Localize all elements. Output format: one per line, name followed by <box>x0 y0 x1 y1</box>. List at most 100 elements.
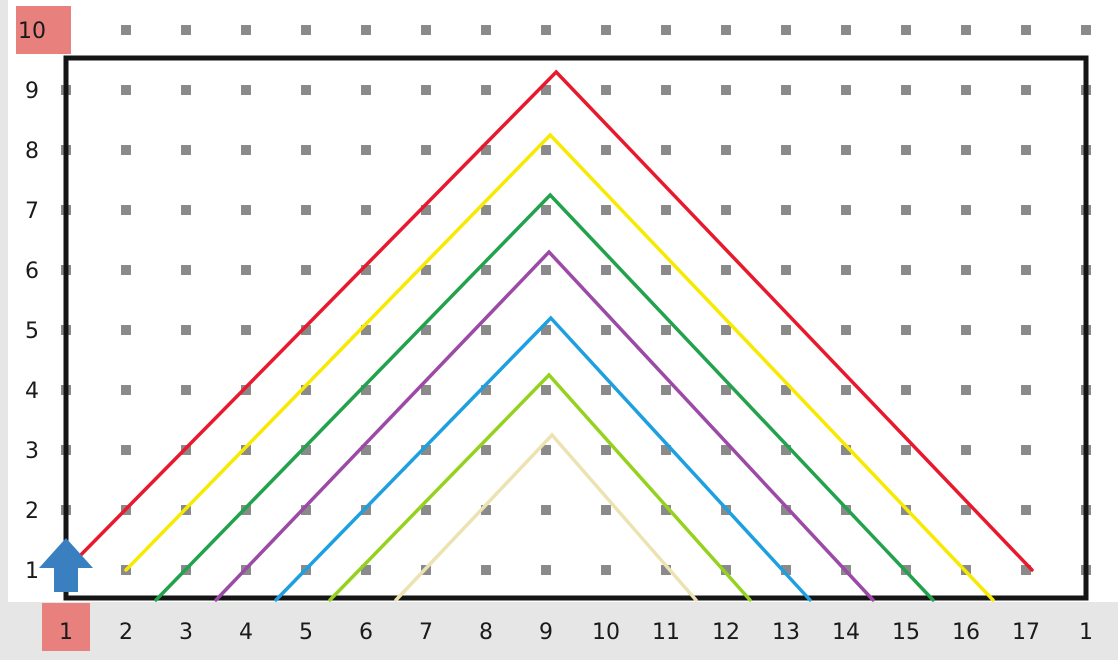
grid-dot <box>541 205 551 215</box>
grid-dot <box>901 325 911 335</box>
y-axis-label: 7 <box>25 199 39 224</box>
grid-dot <box>1021 385 1031 395</box>
grid-dot <box>841 265 851 275</box>
grid-dot <box>181 85 191 95</box>
grid-dot <box>121 385 131 395</box>
grid-dot <box>481 505 491 515</box>
robot-cursor[interactable] <box>39 538 93 592</box>
grid-dot <box>721 85 731 95</box>
grid-dot <box>181 265 191 275</box>
grid-dot <box>721 145 731 155</box>
grid-dot <box>241 145 251 155</box>
grid-dot <box>781 325 791 335</box>
grid-dot <box>241 385 251 395</box>
grid-dot <box>241 445 251 455</box>
x-axis-label: 11 <box>652 620 680 645</box>
y-axis-label: 10 <box>18 19 46 44</box>
grid-dot <box>421 265 431 275</box>
grid-dot <box>121 85 131 95</box>
grid-dot <box>421 385 431 395</box>
grid-dot <box>601 265 611 275</box>
grid-dot <box>1021 85 1031 95</box>
grid-dot <box>601 505 611 515</box>
x-axis-label: 15 <box>892 620 920 645</box>
grid-dot <box>181 205 191 215</box>
grid-dot <box>901 85 911 95</box>
grid-dot <box>781 505 791 515</box>
grid-dot <box>1081 25 1091 35</box>
workspace-frame <box>63 55 1089 601</box>
grid-dot <box>721 205 731 215</box>
grid-dot <box>901 205 911 215</box>
grid-dot <box>241 85 251 95</box>
grid-dot <box>841 205 851 215</box>
drawn-path <box>64 69 1034 572</box>
grid-dot <box>121 265 131 275</box>
grid-dot <box>121 325 131 335</box>
grid-dot <box>421 205 431 215</box>
grid-dot <box>1021 565 1031 575</box>
grid-dot <box>841 325 851 335</box>
grid-dot <box>361 265 371 275</box>
grid-dot <box>1021 445 1031 455</box>
grid-dot <box>541 25 551 35</box>
arrow-up-icon[interactable] <box>39 538 93 592</box>
grid-dot <box>481 385 491 395</box>
grid-dot <box>601 325 611 335</box>
x-axis-label: 3 <box>179 620 193 645</box>
bottom-gutter <box>0 602 1118 660</box>
grid-dot <box>361 25 371 35</box>
grid-dot <box>781 205 791 215</box>
grid-dot <box>1021 265 1031 275</box>
grid-dot <box>481 325 491 335</box>
grid-dot <box>961 145 971 155</box>
grid-dot <box>301 145 311 155</box>
grid-dot <box>241 325 251 335</box>
grid-dot <box>361 205 371 215</box>
grid-dot <box>661 85 671 95</box>
grid-dot <box>781 445 791 455</box>
y-axis-label: 5 <box>25 319 39 344</box>
grid-dot <box>421 505 431 515</box>
grid-dot <box>481 25 491 35</box>
x-axis-label: 2 <box>119 620 133 645</box>
grid-dot <box>601 25 611 35</box>
grid-dot <box>601 205 611 215</box>
grid-dot <box>901 445 911 455</box>
grid-dot <box>481 445 491 455</box>
drawn-path <box>328 372 752 602</box>
grid-dot <box>1021 25 1031 35</box>
grid-dot <box>601 445 611 455</box>
grid-dot <box>901 265 911 275</box>
grid-dot <box>961 25 971 35</box>
x-axis-label: 1 <box>1079 620 1093 645</box>
grid-dot <box>421 325 431 335</box>
grid-dot <box>961 85 971 95</box>
y-axis-label: 1 <box>25 559 39 584</box>
grid-dot <box>901 385 911 395</box>
y-axis-label: 3 <box>25 439 39 464</box>
drawn-path <box>214 249 875 602</box>
x-axis-label: 7 <box>419 620 433 645</box>
grid-dot <box>541 505 551 515</box>
x-axis-label: 9 <box>539 620 553 645</box>
grid-dot <box>1021 145 1031 155</box>
grid-dot <box>121 25 131 35</box>
grid-dot <box>481 265 491 275</box>
grid-dot <box>961 385 971 395</box>
x-axis-label: 16 <box>952 620 980 645</box>
grid-dot <box>181 325 191 335</box>
y-axis-highlight <box>16 6 71 54</box>
x-axis-label: 5 <box>299 620 313 645</box>
grid-dot <box>181 25 191 35</box>
grid-dot <box>661 445 671 455</box>
x-axis-label: 8 <box>479 620 493 645</box>
y-axis-label: 8 <box>25 139 39 164</box>
grid-dot <box>781 145 791 155</box>
grid-dot <box>301 385 311 395</box>
x-axis-label: 17 <box>1012 620 1040 645</box>
grid-dot <box>601 85 611 95</box>
grid-dot <box>721 325 731 335</box>
